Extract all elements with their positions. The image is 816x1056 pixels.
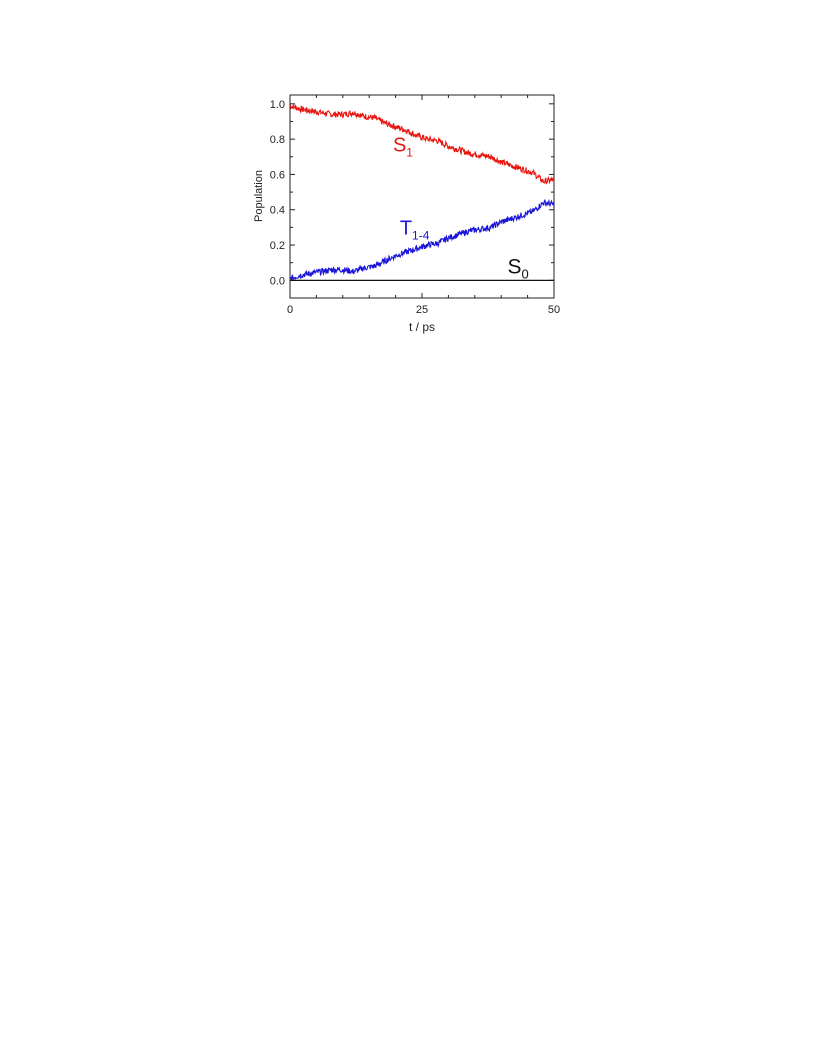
- series-line-s1: [289, 104, 555, 185]
- y-tick-label: 0.4: [270, 205, 285, 217]
- x-tick-label: 0: [287, 304, 293, 316]
- series-group: [289, 104, 555, 281]
- series-label-t1-4: T1-4: [400, 217, 430, 242]
- x-axis-label: t / ps: [409, 320, 435, 334]
- axis-ticks: 0.0 0.2 0.4 0.6 0.8 1.0 0 25 50: [270, 95, 560, 316]
- series-labels: S1 T1-4 S0: [393, 134, 529, 281]
- y-axis-label: Population: [253, 170, 265, 222]
- series-line-t1-4: [289, 198, 555, 281]
- x-tick-label: 25: [416, 304, 428, 316]
- x-tick-label: 50: [548, 304, 560, 316]
- series-label-s0: S0: [508, 255, 529, 281]
- y-tick-label: 0.6: [270, 169, 285, 181]
- y-tick-label: 1.0: [270, 99, 285, 111]
- y-tick-label: 0.8: [270, 134, 285, 146]
- y-tick-label: 0.0: [270, 275, 285, 287]
- y-tick-label: 0.2: [270, 240, 285, 252]
- series-label-s1: S1: [393, 134, 413, 159]
